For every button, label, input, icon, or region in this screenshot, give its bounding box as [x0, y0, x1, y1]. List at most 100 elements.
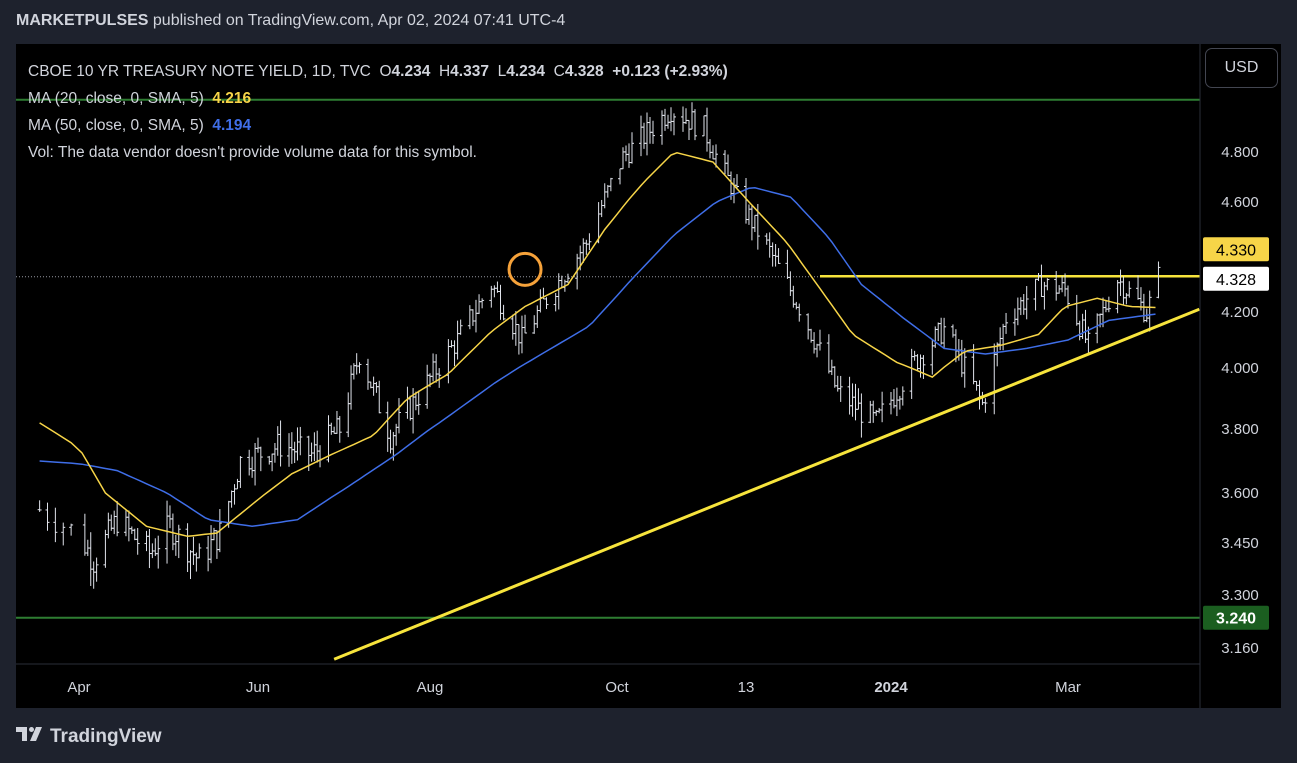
ohlc-bar: [1021, 293, 1026, 315]
ohlc-bar: [458, 319, 463, 335]
ohlc-bar: [749, 204, 754, 241]
price-tick-label: 4.000: [1221, 360, 1259, 377]
ohlc-bar: [874, 409, 879, 416]
ohlc-bar: [1004, 312, 1009, 334]
footer-brand-name: TradingView: [50, 725, 162, 747]
ohlc-bar: [135, 527, 140, 555]
ohlc-bar: [332, 426, 337, 434]
price-badge-text: 4.328: [1216, 272, 1256, 289]
ohlc-bar: [889, 392, 893, 415]
ohlc-bar: [815, 343, 820, 358]
price-tick-label: 3.600: [1221, 485, 1259, 502]
publisher-name: MARKETPULSES: [16, 12, 149, 29]
ohlc-bar: [1156, 261, 1161, 299]
ohlc-bar: [258, 446, 263, 472]
ohlc-bar: [1018, 297, 1023, 316]
ohlc-bar: [812, 332, 817, 354]
ohlc-bar: [764, 233, 769, 245]
ohlc-bar: [605, 184, 610, 198]
ohlc-bar: [334, 410, 339, 434]
ohlc-bar: [396, 398, 401, 434]
ohlc-bar: [449, 340, 454, 348]
ohlc-bar: [773, 243, 778, 267]
ohlc-bar: [618, 168, 622, 185]
ohlc-bar: [1077, 320, 1082, 341]
ohlc-bar: [859, 393, 864, 438]
ohlc-bar: [651, 120, 655, 144]
ohlc-bar: [630, 132, 634, 164]
price-badge-bg: [1203, 266, 1269, 291]
ohlc-bar: [287, 433, 292, 467]
ohlc-bar: [232, 484, 237, 505]
ohlc-bar: [156, 535, 161, 569]
ohlc-bar: [253, 443, 258, 486]
legend-ohlc-o-key: O: [379, 63, 392, 80]
ohlc-bar: [492, 285, 497, 298]
ohlc-bar: [37, 500, 42, 512]
ohlc-bar: [535, 305, 540, 328]
price-chart[interactable]: 4.800 4.600 4.200 4.000 3.800 3.600 3.450 3.300…: [16, 44, 1281, 708]
ohlc-bar: [176, 524, 181, 559]
time-tick-label: Aug: [417, 679, 444, 696]
legend-vol-note: Vol: The data vendor doesn't provide vol…: [28, 144, 477, 161]
ohlc-bar: [229, 490, 234, 508]
legend-symbol: CBOE 10 YR TREASURY NOTE YIELD, 1D, TVC: [28, 63, 371, 80]
ohlc-bar: [250, 456, 255, 478]
ohlc-bar: [516, 324, 521, 355]
legend-symbol-row: CBOE 10 YR TREASURY NOTE YIELD, 1D, TVC …: [28, 58, 728, 85]
legend-ma50-row[interactable]: MA (50, close, 0, SMA, 5) 4.194: [28, 112, 728, 139]
ohlc-bar: [950, 324, 955, 338]
ohlc-bar: [88, 532, 93, 586]
price-badge: 4.330: [1203, 237, 1269, 262]
ascending-trendline: [333, 307, 1200, 661]
ohlc-bar: [832, 366, 837, 388]
ohlc-bar: [794, 301, 799, 310]
time-tick-label: Mar: [1055, 679, 1081, 696]
ohlc-bar: [206, 535, 211, 572]
ohlc-bar: [532, 315, 537, 334]
ohlc-bar: [467, 305, 472, 330]
chart-frame[interactable]: 4.800 4.600 4.200 4.000 3.800 3.600 3.450 3.300…: [16, 44, 1281, 708]
highlight-circle-marker: [507, 251, 543, 287]
legend-ma50-label: MA (50, close, 0, SMA, 5): [28, 117, 204, 134]
legend-ohlc-h: 4.337: [450, 63, 489, 80]
ohlc-bar: [732, 177, 736, 204]
legend-ma20-label: MA (20, close, 0, SMA, 5): [28, 90, 204, 107]
ohlc-bar: [238, 456, 243, 488]
ohlc-bar: [565, 273, 570, 284]
ohlc-bar: [298, 426, 303, 456]
ohlc-bar: [770, 242, 775, 267]
ohlc-bar: [1103, 300, 1108, 313]
legend-ohlc-c-key: C: [553, 63, 565, 80]
ohlc-bar: [431, 353, 436, 382]
ohlc-bar: [416, 390, 421, 415]
ohlc-bar: [1080, 313, 1085, 340]
currency-button[interactable]: USD: [1205, 48, 1278, 88]
ohlc-bar: [112, 510, 117, 535]
ohlc-bar: [405, 386, 410, 419]
ohlc-bar: [939, 317, 944, 345]
ohlc-bar: [272, 442, 277, 463]
ohlc-bar: [388, 429, 393, 454]
ohlc-bar: [1074, 294, 1079, 326]
legend-ohlc-h-key: H: [438, 63, 451, 80]
ohlc-bar: [983, 398, 988, 413]
price-badge: 4.328: [1203, 266, 1269, 291]
ohlc-bar: [144, 530, 149, 552]
ohlc-bar: [599, 199, 604, 218]
ohlc-bar: [278, 420, 283, 467]
price-tick-label: 4.600: [1221, 194, 1259, 211]
price-tick-label: 3.450: [1221, 535, 1259, 552]
ohlc-bar: [1136, 275, 1141, 300]
time-tick-label: Jun: [246, 679, 270, 696]
ohlc-bar: [1121, 276, 1126, 306]
ohlc-bar: [584, 239, 589, 255]
ohlc-bar: [309, 442, 314, 462]
legend-ma20-row[interactable]: MA (20, close, 0, SMA, 5) 4.216: [28, 85, 728, 112]
ohlc-bar: [587, 233, 592, 251]
ohlc-bar: [275, 426, 280, 456]
price-badge-bg: [1203, 237, 1269, 262]
ohlc-bar: [167, 505, 172, 529]
legend-ma50-value: 4.194: [212, 117, 252, 134]
ohlc-bar: [357, 362, 362, 374]
